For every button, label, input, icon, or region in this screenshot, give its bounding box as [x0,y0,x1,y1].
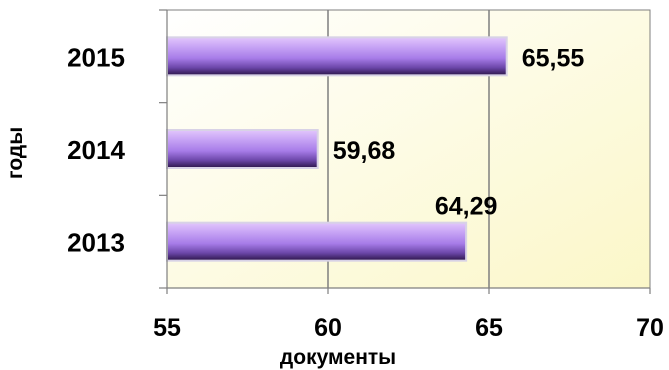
data-labels: 64,29 59,68 65,55 [333,44,585,220]
bar-2015 [166,36,508,77]
bar-2014 [166,129,319,169]
x-tick-label-65: 65 [475,314,503,342]
category-labels: 2013 2014 2015 [67,42,125,257]
category-label-2014: 2014 [67,135,125,165]
x-tick-label-70: 70 [636,314,664,342]
x-axis-title: документы [280,346,396,369]
data-label-2013: 64,29 [435,193,498,221]
category-label-2013: 2013 [67,228,125,258]
y-axis-ticks [159,9,167,289]
data-label-2014: 59,68 [333,137,396,165]
category-label-2015: 2015 [67,42,125,72]
bar-2013 [166,221,468,262]
x-axis-ticks [166,288,651,294]
x-tick-label-55: 55 [153,314,181,342]
x-tick-labels: 55 60 65 70 [153,314,664,342]
data-label-2015: 65,55 [522,44,585,72]
y-axis-title: годы [4,127,27,179]
x-tick-label-60: 60 [314,314,342,342]
